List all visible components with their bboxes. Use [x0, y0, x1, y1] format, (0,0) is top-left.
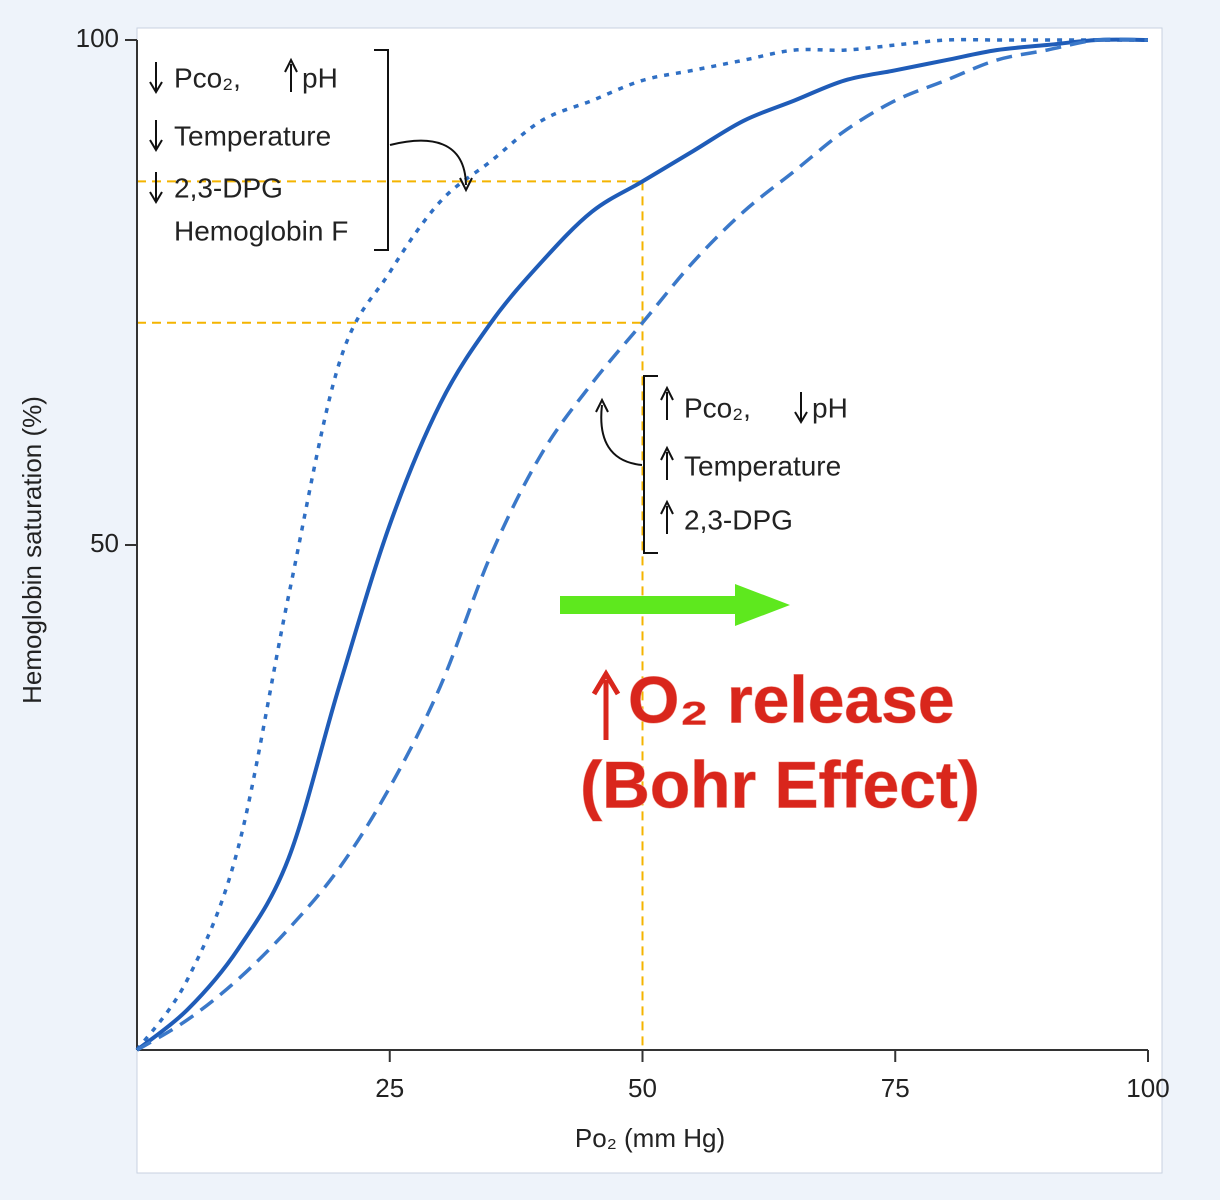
y-axis-label: Hemoglobin saturation (%) [17, 396, 47, 704]
annotation-text: Pco₂, [684, 392, 751, 423]
arrowhead [459, 177, 473, 193]
annotation-text: Hemoglobin F [174, 215, 348, 246]
annotation-text: pH [302, 62, 338, 93]
down-arrow [149, 62, 163, 94]
annotation-text: Pco₂, [174, 62, 241, 93]
x-tick-label: 25 [375, 1073, 404, 1103]
annotation-text: Temperature [174, 120, 331, 151]
y-tick-label: 50 [90, 528, 119, 558]
x-tick-label: 75 [881, 1073, 910, 1103]
annotation-text: pH [812, 392, 848, 423]
up-arrow [660, 499, 674, 534]
right-annotation [595, 375, 808, 554]
down-arrow [149, 120, 163, 152]
callout-text: (Bohr Effect) [580, 747, 980, 821]
annotation-text: Temperature [684, 450, 841, 481]
curve [136, 37, 1149, 1052]
bracket [643, 375, 658, 554]
left-annotation [149, 49, 473, 251]
curve [135, 37, 1148, 1052]
arrowhead [595, 397, 609, 413]
down-arrow [794, 392, 808, 424]
annotation-text: 2,3-DPG [684, 504, 793, 535]
bracket [374, 49, 389, 251]
pointer-arrow [600, 404, 643, 466]
down-arrow [149, 172, 163, 204]
plot-area: 25 50 75 100 50 100 [76, 23, 1170, 1103]
pointer-arrow [389, 139, 467, 186]
y-tick-label: 100 [76, 23, 119, 53]
shift-arrow [560, 584, 790, 626]
annotation-text: 2,3-DPG [174, 172, 283, 203]
up-arrow [284, 57, 298, 92]
up-arrow [660, 385, 674, 420]
increase-arrow [591, 669, 621, 740]
x-tick-label: 100 [1126, 1073, 1169, 1103]
x-axis-label: Po₂ (mm Hg) [575, 1123, 725, 1153]
up-arrow [660, 445, 674, 480]
callout-text: O₂ release [628, 662, 955, 736]
x-tick-label: 50 [628, 1073, 657, 1103]
curve [135, 37, 1149, 1052]
